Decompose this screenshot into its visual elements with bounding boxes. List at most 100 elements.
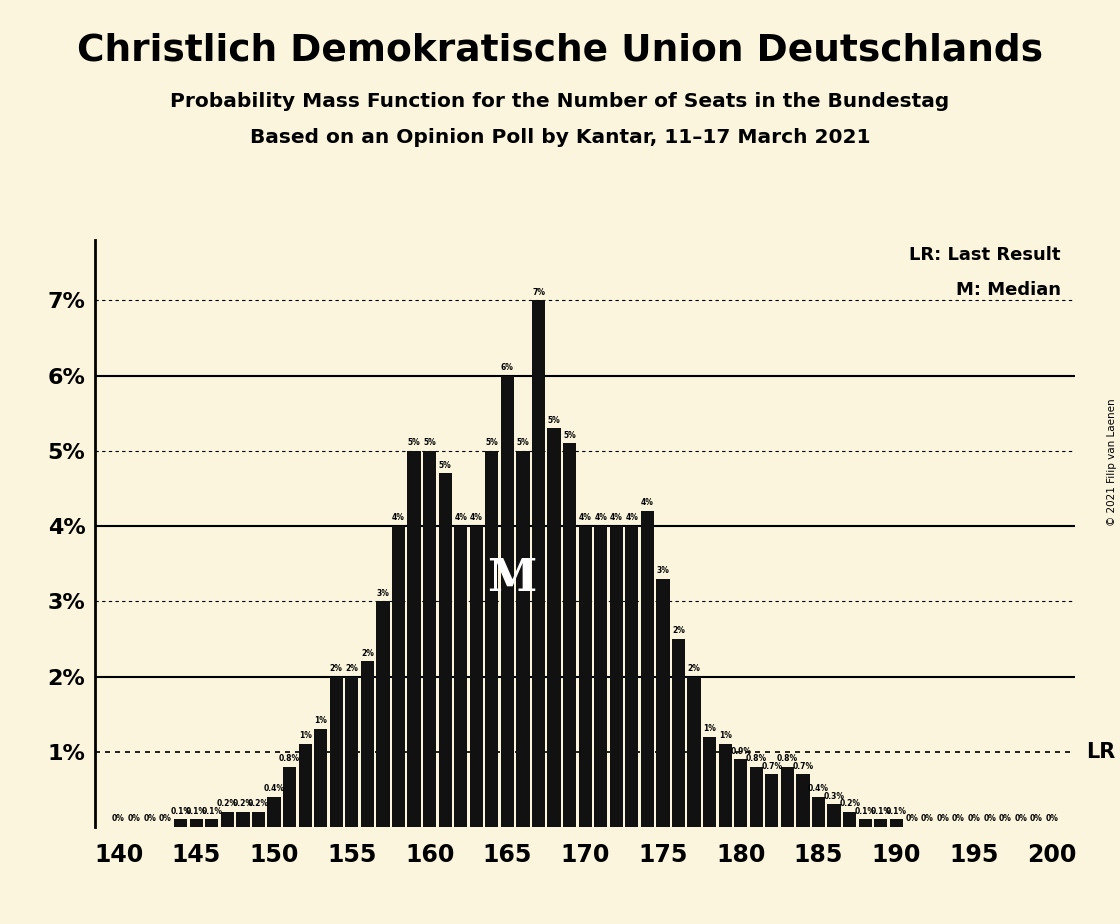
Text: 3%: 3% [656,566,670,575]
Text: 0.4%: 0.4% [263,784,284,793]
Text: 1%: 1% [315,716,327,725]
Text: 0.1%: 0.1% [886,807,907,816]
Bar [454,526,467,827]
Bar [236,812,250,827]
Text: 5%: 5% [423,438,436,447]
Text: © 2021 Filip van Laenen: © 2021 Filip van Laenen [1108,398,1117,526]
Text: 7%: 7% [532,287,545,297]
Text: 0.1%: 0.1% [170,807,192,816]
Text: 0.9%: 0.9% [730,747,752,756]
Bar [221,812,234,827]
Text: 5%: 5% [548,416,560,424]
Text: 2%: 2% [672,626,685,635]
Bar [749,767,763,827]
Text: 0.2%: 0.2% [217,799,237,808]
Bar [672,638,685,827]
Bar [205,820,218,827]
Text: 0.1%: 0.1% [870,807,892,816]
Bar [501,376,514,827]
Text: LR: Last Result: LR: Last Result [909,246,1061,264]
Text: Probability Mass Function for the Number of Seats in the Bundestag: Probability Mass Function for the Number… [170,92,950,112]
Text: 0.1%: 0.1% [855,807,876,816]
Text: 4%: 4% [595,514,607,522]
Text: 4%: 4% [392,514,405,522]
Text: 4%: 4% [641,498,654,507]
Text: M: M [487,557,536,601]
Bar [376,602,390,827]
Text: 0%: 0% [143,814,156,823]
Text: 5%: 5% [485,438,498,447]
Text: 0.2%: 0.2% [233,799,253,808]
Bar [345,676,358,827]
Text: M: Median: M: Median [955,281,1061,299]
Bar [594,526,607,827]
Text: 0%: 0% [128,814,140,823]
Text: 0%: 0% [983,814,996,823]
Text: Christlich Demokratische Union Deutschlands: Christlich Demokratische Union Deutschla… [77,32,1043,68]
Bar [688,676,701,827]
Bar [439,473,451,827]
Bar [828,805,841,827]
Bar [189,820,203,827]
Text: 0%: 0% [159,814,171,823]
Bar [889,820,903,827]
Text: 4%: 4% [455,514,467,522]
Text: 2%: 2% [361,649,374,658]
Text: 5%: 5% [563,431,576,440]
Text: 0%: 0% [1030,814,1043,823]
Text: 3%: 3% [376,589,390,598]
Bar [579,526,591,827]
Text: 0.7%: 0.7% [793,761,813,771]
Text: 0%: 0% [999,814,1011,823]
Text: 4%: 4% [470,514,483,522]
Text: 0.8%: 0.8% [777,754,797,763]
Bar [859,820,871,827]
Text: 5%: 5% [516,438,530,447]
Text: 0%: 0% [905,814,918,823]
Bar [532,300,545,827]
Text: 0%: 0% [952,814,965,823]
Text: 2%: 2% [330,663,343,673]
Bar [268,796,281,827]
Bar [812,796,825,827]
Text: 0%: 0% [921,814,934,823]
Text: 1%: 1% [299,732,311,740]
Bar [252,812,265,827]
Bar [563,444,577,827]
Bar [609,526,623,827]
Text: 0%: 0% [936,814,950,823]
Text: 0.3%: 0.3% [823,792,844,801]
Text: 4%: 4% [625,514,638,522]
Text: 2%: 2% [688,663,700,673]
Bar [392,526,405,827]
Bar [796,774,810,827]
Text: 1%: 1% [703,723,716,733]
Bar [641,511,654,827]
Bar [719,744,731,827]
Text: 0%: 0% [1045,814,1058,823]
Text: 0.1%: 0.1% [202,807,223,816]
Text: 5%: 5% [408,438,420,447]
Bar [734,760,747,827]
Text: 0.2%: 0.2% [248,799,269,808]
Text: 0.7%: 0.7% [762,761,783,771]
Bar [625,526,638,827]
Text: 4%: 4% [579,514,591,522]
Bar [174,820,187,827]
Bar [781,767,794,827]
Text: 0.4%: 0.4% [808,784,829,793]
Bar [703,736,717,827]
Text: 6%: 6% [501,363,514,371]
Bar [765,774,778,827]
Bar [469,526,483,827]
Bar [843,812,857,827]
Text: 0%: 0% [112,814,125,823]
Bar [361,662,374,827]
Text: 0.8%: 0.8% [746,754,767,763]
Bar [548,429,561,827]
Bar [408,451,421,827]
Text: LR: LR [1086,742,1116,761]
Text: 0%: 0% [1015,814,1027,823]
Text: 2%: 2% [345,663,358,673]
Text: 1%: 1% [719,732,731,740]
